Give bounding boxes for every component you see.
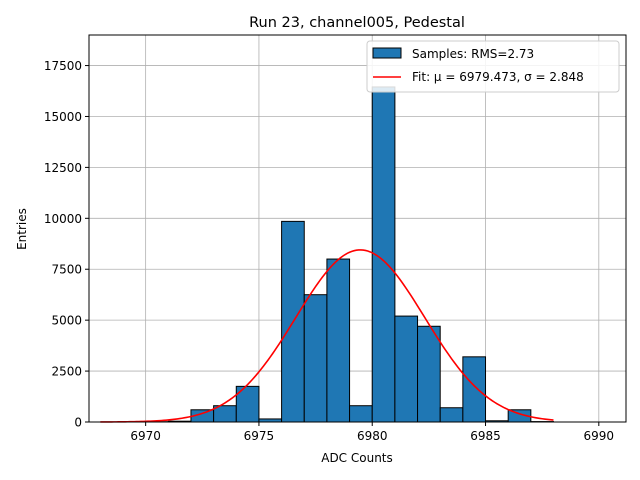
y-axis-ticks: 0 2500 5000 7500 10000 12500 15000 17500 [44, 59, 89, 430]
y-tick-label: 0 [74, 416, 82, 430]
y-axis-label: Entries [15, 208, 29, 250]
histogram-bar [394, 315, 419, 423]
legend-label-fit: Fit: μ = 6979.473, σ = 2.848 [412, 70, 584, 84]
x-tick-label: 6985 [470, 429, 501, 443]
histogram-bar [417, 325, 441, 423]
x-tick-label: 6990 [584, 429, 615, 443]
plot-frame [88, 34, 627, 423]
histogram-bar [462, 356, 487, 423]
histogram-bar [303, 294, 328, 423]
legend-label-samples: Samples: RMS=2.73 [412, 47, 534, 61]
y-tick-label: 5000 [51, 314, 82, 328]
y-tick-label: 15000 [44, 110, 82, 124]
histogram-bar [349, 405, 373, 423]
fit-curve [100, 249, 554, 423]
y-tick-label: 17500 [44, 59, 82, 73]
legend-box [366, 40, 620, 93]
x-axis-label: ADC Counts [321, 451, 393, 465]
y-tick-label: 2500 [51, 365, 82, 379]
x-tick-label: 6970 [130, 429, 161, 443]
y-tick-label: 7500 [51, 263, 82, 277]
chart-title: Run 23, channel005, Pedestal [249, 15, 465, 31]
legend-swatch-samples [372, 47, 402, 59]
x-tick-label: 6980 [357, 429, 388, 443]
x-axis-ticks: 6970 6975 6980 6985 6990 [130, 422, 614, 443]
x-tick-label: 6975 [244, 429, 275, 443]
histogram-bar [439, 407, 464, 423]
y-tick-label: 10000 [44, 212, 82, 226]
y-tick-label: 12500 [44, 161, 82, 175]
legend: Samples: RMS=2.73 Fit: μ = 6979.473, σ =… [366, 40, 620, 93]
histogram-bar [326, 258, 351, 423]
